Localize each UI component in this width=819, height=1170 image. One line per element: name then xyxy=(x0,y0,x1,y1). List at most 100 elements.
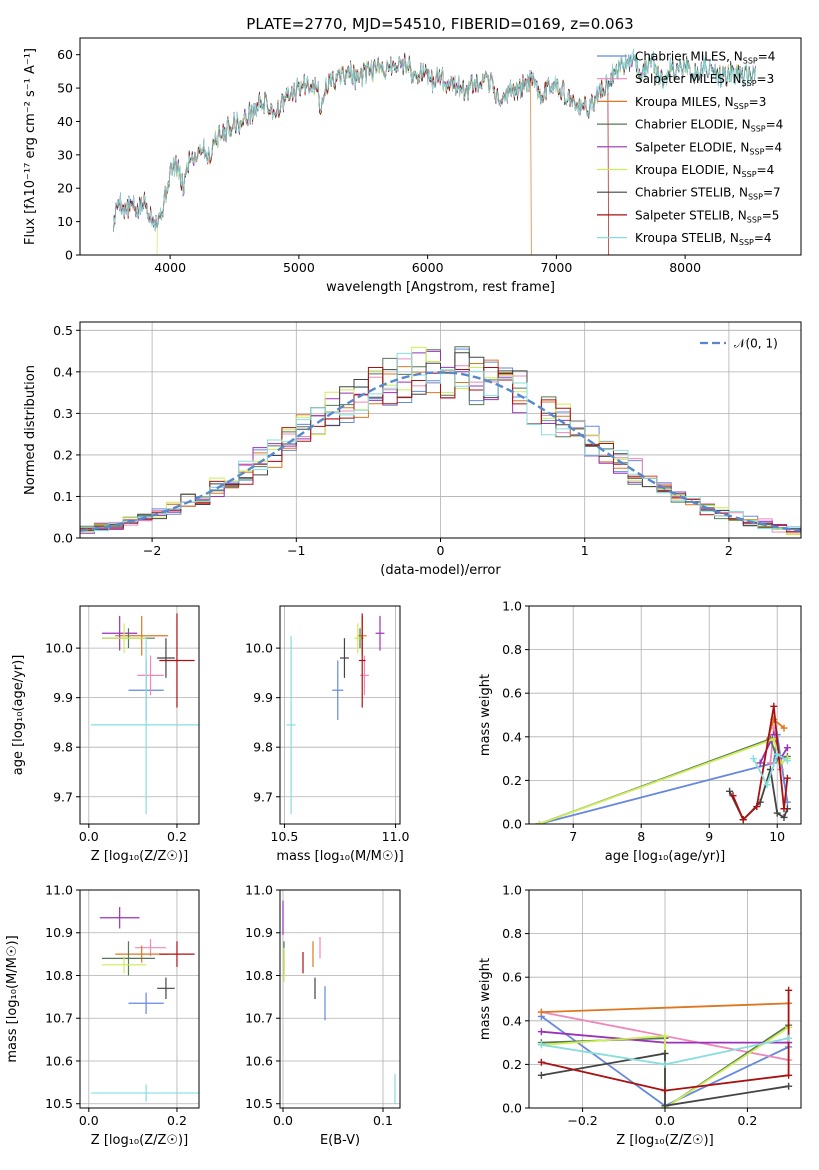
x-tick-label: −0.2 xyxy=(567,1113,597,1128)
y-tick-label: 11.0 xyxy=(45,883,73,898)
figure-title: PLATE=2770, MJD=54510, FIBERID=0169, z=0… xyxy=(246,15,633,33)
y-tick-label: 20 xyxy=(57,181,73,196)
legend-nssp: =4 xyxy=(766,118,784,132)
error-point xyxy=(102,941,155,976)
x-tick-label: 0.2 xyxy=(737,1113,757,1128)
y-tick-label: 0.2 xyxy=(53,447,73,462)
panel-age-vs-mass: 10.5 11.0 9.7 9.8 9.9 10.0 mass [log₁₀(M/M☉)] xyxy=(245,605,410,864)
y-tick-label: 10.6 xyxy=(245,1053,273,1068)
axes-frame xyxy=(79,37,802,256)
legend-subscript: SSP xyxy=(751,125,766,134)
weight-marker xyxy=(726,787,734,795)
error-point xyxy=(332,660,344,720)
error-point xyxy=(102,956,147,974)
y-tick-label: 0.5 xyxy=(53,323,73,338)
x-axis-label: Z [log₁₀(Z/Z☉)] xyxy=(91,849,188,864)
y-tick-label: 10.9 xyxy=(45,925,73,940)
weight-marker xyxy=(777,759,785,767)
y-tick-label: 9.7 xyxy=(53,789,73,804)
weight-line xyxy=(732,706,789,822)
error-point xyxy=(128,992,164,1014)
legend-label: Kroupa MILES, NSSP=3 xyxy=(635,95,766,111)
axes-frame xyxy=(528,605,802,825)
error-point xyxy=(135,939,166,957)
legend-label: Salpeter MILES, NSSP=3 xyxy=(635,72,774,88)
x-tick-label: 10 xyxy=(769,829,785,844)
weight-marker xyxy=(535,820,543,824)
weight-marker xyxy=(773,809,781,817)
panel-mass-vs-z: 0.0 0.2 10.5 10.6 10.7 10.8 10.9 11.0 Z [log₁₀(Z… xyxy=(5,883,200,1148)
weight-marker xyxy=(661,1102,669,1108)
weight-marker xyxy=(537,1041,545,1049)
plot-area-age-vs-z xyxy=(91,613,199,815)
x-tick-label: 0.0 xyxy=(655,1113,675,1128)
y-tick-label: 1.0 xyxy=(502,883,522,898)
x-tick-label: 0.2 xyxy=(167,1113,187,1128)
y-tick-label: 0.0 xyxy=(53,531,73,546)
legend-label: Chabrier MILES, NSSP=4 xyxy=(635,50,775,66)
y-tick-label: 0.4 xyxy=(502,1013,522,1028)
weight-marker xyxy=(785,986,793,994)
x-tick-label: 8 xyxy=(637,829,645,844)
y-tick-label: 11.0 xyxy=(245,883,273,898)
weight-marker xyxy=(537,1028,545,1036)
error-point xyxy=(91,1084,199,1102)
x-tick-label: 9 xyxy=(705,829,713,844)
legend-nssp: =4 xyxy=(758,50,776,64)
legend-subscript: SSP xyxy=(742,79,757,88)
y-tick-label: 50 xyxy=(57,81,73,96)
plot-area-residual-hist xyxy=(80,346,801,535)
y-tick-label: 10.0 xyxy=(245,641,273,656)
error-point xyxy=(375,615,385,651)
legend-subscript: SSP xyxy=(734,102,749,111)
y-tick-label: 0 xyxy=(65,248,73,263)
plot-area-spectrum xyxy=(113,48,756,255)
panel-mass-vs-ebv: 0.0 0.1 10.5 10.6 10.7 10.8 10.9 11.0 E(B-V) xyxy=(245,883,401,1148)
normal-curve xyxy=(80,371,801,532)
y-tick-label: 1.0 xyxy=(502,599,522,614)
error-point xyxy=(102,623,147,654)
y-tick-label: 9.7 xyxy=(253,789,273,804)
y-tick-label: 9.8 xyxy=(253,740,273,755)
error-point xyxy=(102,615,138,651)
y-tick-label: 10 xyxy=(57,214,73,229)
error-point xyxy=(157,977,175,999)
histogram-step xyxy=(80,367,801,533)
error-point xyxy=(354,623,362,654)
weight-marker xyxy=(661,1050,669,1057)
histogram-step xyxy=(80,352,801,532)
y-tick-label: 10.5 xyxy=(45,1096,73,1111)
y-axis-label: mass weight xyxy=(478,958,493,1040)
weight-marker xyxy=(537,1008,545,1016)
legend-subscript: SSP xyxy=(749,147,764,156)
weight-marker xyxy=(753,803,761,811)
weight-marker xyxy=(785,1071,793,1079)
x-tick-label: 8000 xyxy=(669,260,701,275)
x-tick-label: 0 xyxy=(437,543,445,558)
spectrum-line xyxy=(113,48,756,232)
y-tick-label: 0.4 xyxy=(502,729,522,744)
y-tick-label: 9.9 xyxy=(53,690,73,705)
y-tick-label: 0.0 xyxy=(502,1101,522,1116)
axes-frame xyxy=(279,889,401,1109)
legend-subscript: SSP xyxy=(743,57,758,66)
legend-subscript: SSP xyxy=(739,238,754,247)
error-point xyxy=(358,613,366,708)
error-point xyxy=(159,613,195,708)
axes-frame xyxy=(279,605,401,825)
legend-label: Salpeter ELODIE, NSSP=4 xyxy=(635,140,782,156)
plot-area-age-vs-mass xyxy=(286,613,385,815)
weight-marker xyxy=(661,1032,669,1040)
panel-weight-vs-age: 7 8 9 10 0.0 0.2 0.4 0.6 0.8 1.0 age [log₁₀(age/yr… xyxy=(478,599,802,864)
x-tick-label: 0.0 xyxy=(79,1113,99,1128)
weight-marker xyxy=(783,744,791,752)
x-axis-label: (data-model)/error xyxy=(380,563,501,578)
weight-marker xyxy=(785,1034,793,1042)
weight-marker xyxy=(783,774,791,782)
y-tick-label: 60 xyxy=(57,47,73,62)
weight-marker xyxy=(661,1060,669,1068)
legend-nssp: =3 xyxy=(749,95,767,109)
weight-marker xyxy=(537,1058,545,1066)
weight-marker xyxy=(766,759,774,767)
y-tick-label: 9.9 xyxy=(253,690,273,705)
